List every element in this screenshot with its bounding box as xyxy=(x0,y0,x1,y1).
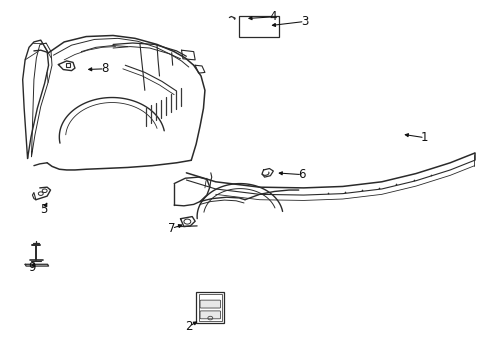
Text: 5: 5 xyxy=(40,203,48,216)
Text: 4: 4 xyxy=(270,10,277,23)
Text: 8: 8 xyxy=(101,62,108,75)
Text: 7: 7 xyxy=(168,222,175,235)
Text: 6: 6 xyxy=(298,168,306,181)
Text: 3: 3 xyxy=(301,15,308,28)
Text: 1: 1 xyxy=(421,131,429,144)
Bar xyxy=(196,292,224,323)
Text: 9: 9 xyxy=(29,261,36,274)
FancyBboxPatch shape xyxy=(200,311,220,319)
Bar xyxy=(198,294,222,321)
FancyBboxPatch shape xyxy=(200,300,220,308)
Text: 2: 2 xyxy=(186,320,193,333)
Bar xyxy=(239,16,279,37)
